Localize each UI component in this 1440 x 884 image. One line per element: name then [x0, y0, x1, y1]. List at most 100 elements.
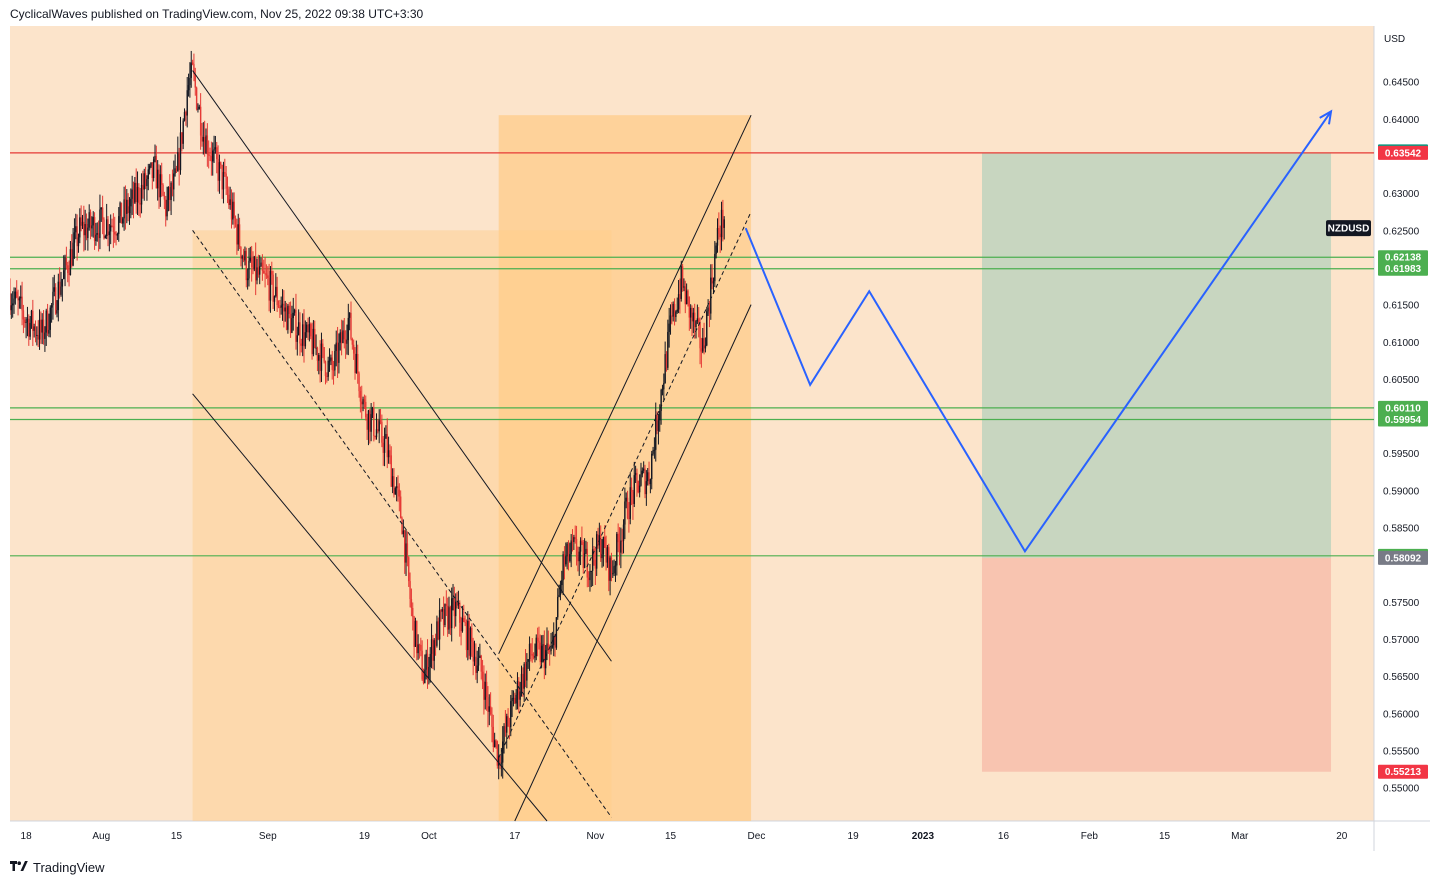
publish-caption: CyclicalWaves published on TradingView.c… — [10, 7, 424, 21]
candle-body — [161, 174, 163, 185]
candle-body — [234, 218, 237, 225]
candle-body — [684, 286, 686, 305]
candle-body — [512, 697, 515, 699]
candle-body — [265, 273, 268, 276]
candle-body — [479, 655, 481, 658]
candle-body — [587, 577, 590, 581]
up-channel-upper-line — [498, 114, 752, 655]
candle-body — [263, 270, 265, 274]
price-tag-label: 0.59954 — [1385, 415, 1422, 426]
candle-body — [336, 342, 339, 363]
candle-body — [93, 217, 96, 242]
candle-body — [707, 307, 709, 312]
price-tag-label: 0.60110 — [1385, 403, 1421, 414]
candle-body — [323, 347, 325, 362]
candle-body — [104, 235, 107, 239]
chart-container[interactable]: USD 0.64500 0.64000 0.63000 0.62500 0.61500 0… — [9, 26, 1430, 851]
candle-body — [461, 617, 464, 632]
price-tick-label: 0.57500 — [1383, 598, 1420, 609]
price-chart[interactable]: USD 0.645000.640000.630000.625000.615000… — [9, 26, 1430, 851]
candle-body — [228, 194, 230, 205]
candle-body — [398, 489, 401, 497]
candle-body — [719, 233, 721, 238]
candle-body — [319, 355, 321, 371]
candle-body — [131, 189, 133, 199]
candle-body — [268, 277, 270, 301]
candle-body — [300, 343, 303, 346]
candle-body — [414, 621, 417, 647]
candle-body — [202, 136, 205, 142]
candle-body — [318, 355, 320, 361]
candle-body — [357, 353, 359, 374]
candle-body — [221, 164, 223, 190]
candle-body — [365, 401, 367, 418]
candle-body — [610, 557, 613, 574]
candle-body — [642, 468, 645, 471]
candle-body — [331, 357, 333, 370]
candle-body — [132, 189, 135, 203]
candle-body — [465, 623, 468, 651]
candle-body — [361, 401, 363, 405]
time-axis[interactable]: 18 Aug 15 Sep 19 Oct 17 Nov 15 Dec 19 2023 16 Feb 15 Ma… — [21, 831, 1348, 842]
candle-body — [335, 342, 337, 352]
symbol-tag-label: NZDUSD — [1328, 224, 1370, 235]
candle-body — [402, 530, 405, 535]
price-tick-label: 0.59500 — [1383, 449, 1420, 460]
candle-body — [663, 383, 665, 390]
candle-body — [348, 312, 351, 318]
candle-body — [99, 209, 101, 239]
candle-body — [41, 319, 43, 333]
candle-body — [645, 481, 648, 495]
candle-body — [481, 671, 484, 682]
candle-body — [126, 199, 128, 214]
candle-body — [49, 307, 51, 330]
candle-body — [404, 530, 406, 563]
footer: TradingView — [10, 858, 105, 876]
candle-body — [377, 429, 379, 432]
up-channel-band — [498, 115, 752, 822]
candle-body — [644, 468, 646, 495]
candle-body — [44, 332, 46, 339]
currency-label: USD — [1384, 34, 1405, 45]
candle-body — [147, 169, 149, 180]
candle-body — [128, 206, 131, 214]
candle-body — [56, 310, 58, 314]
candle-body — [573, 537, 575, 542]
candle-body — [655, 414, 657, 450]
candle-body — [206, 135, 209, 155]
candle-body — [460, 622, 462, 632]
candles-layer — [9, 50, 725, 780]
candle-body — [548, 650, 551, 652]
candle-body — [326, 375, 328, 377]
price-axis[interactable]: 0.64500 0.64000 0.63000 0.62500 0.61500 0.610… — [1383, 78, 1420, 795]
candle-body — [704, 345, 707, 349]
candle-body — [554, 636, 556, 648]
candle-body — [249, 257, 252, 261]
candle-body — [710, 277, 712, 314]
candle-body — [432, 639, 434, 661]
candle-body — [683, 286, 685, 288]
candle-body — [504, 726, 507, 733]
candle-body — [681, 266, 684, 288]
candle-body — [652, 450, 654, 454]
candle-body — [73, 232, 76, 243]
candle-body — [418, 644, 421, 646]
candle-body — [507, 716, 509, 727]
candle-body — [67, 265, 69, 274]
candle-body — [332, 369, 335, 371]
candle-body — [455, 601, 457, 617]
candle-body — [124, 199, 127, 214]
candle-body — [520, 673, 523, 692]
bands-layer — [192, 115, 1332, 822]
tradingview-brand: TradingView — [33, 859, 105, 875]
candle-body — [303, 324, 305, 347]
candle-body — [216, 147, 218, 160]
candle-body — [177, 152, 179, 171]
candle-body — [538, 641, 540, 643]
candle-body — [91, 225, 93, 229]
candle-body — [605, 547, 607, 563]
candle-body — [665, 354, 668, 368]
candle-body — [233, 201, 235, 219]
candle-body — [183, 112, 186, 121]
candle-body — [207, 154, 210, 156]
